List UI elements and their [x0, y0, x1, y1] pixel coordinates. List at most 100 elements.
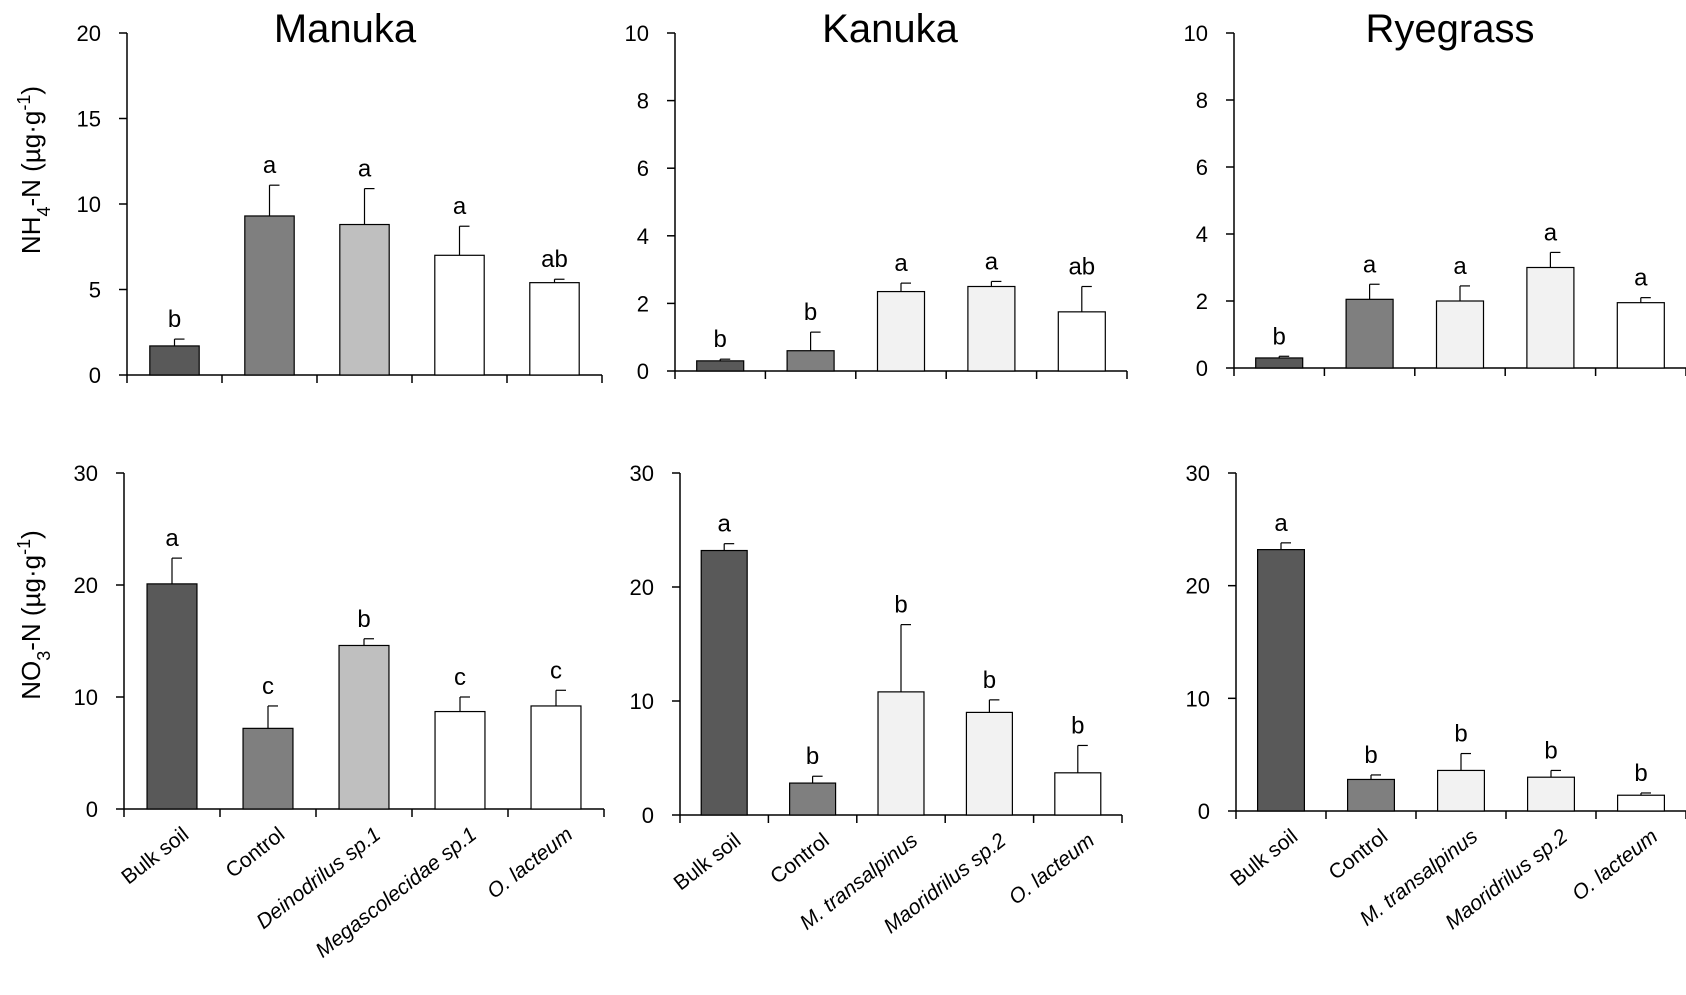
- bar: [1436, 769, 1485, 812]
- y-tick-label: 20: [630, 575, 654, 600]
- significance-letter: b: [894, 592, 907, 619]
- panel-title: Ryegrass: [1366, 7, 1535, 51]
- y-axis-label-sub: 4: [34, 206, 54, 216]
- bar: [1526, 266, 1575, 369]
- significance-letter: c: [262, 673, 274, 700]
- y-tick-label: 10: [74, 685, 98, 710]
- significance-letter: a: [1274, 510, 1288, 537]
- panel-ryegrass-nh4: Ryegrass 0 2 4 6 8 10 b a a a a: [1184, 7, 1686, 381]
- y-tick-label: 15: [77, 107, 101, 132]
- x-category-label: Control: [1325, 825, 1393, 885]
- significance-letter: b: [1273, 323, 1286, 350]
- significance-letter: b: [1071, 712, 1084, 739]
- y-axis-label: NO3-N (µg·g-1): [14, 530, 54, 700]
- panel-kanuka-nh4: Kanuka 0 2 4 6 8 10 b b a a ab: [625, 7, 1128, 384]
- bar: [434, 254, 485, 376]
- y-tick-label: 0: [1198, 799, 1210, 824]
- significance-letter: a: [1453, 253, 1467, 280]
- bar: [242, 727, 294, 810]
- y-tick-label: 4: [637, 224, 649, 249]
- bar: [786, 350, 835, 372]
- significance-letter: c: [454, 664, 466, 691]
- significance-letter: b: [1634, 760, 1647, 787]
- significance-letter: a: [165, 525, 179, 552]
- y-axis-label-suffix: ): [16, 86, 46, 95]
- bar: [1054, 772, 1102, 816]
- panel-title: Kanuka: [822, 7, 958, 51]
- significance-letter: a: [718, 511, 732, 538]
- significance-letter: a: [1634, 265, 1648, 292]
- bar: [530, 705, 582, 810]
- significance-letter: b: [1364, 742, 1377, 769]
- bar: [789, 782, 837, 816]
- significance-letter: a: [263, 152, 277, 179]
- y-tick-label: 4: [1196, 222, 1208, 247]
- y-tick-label: 20: [74, 573, 98, 598]
- x-category-label: O. lacteum: [1005, 829, 1099, 910]
- bar: [1256, 549, 1305, 812]
- bar: [339, 223, 390, 376]
- significance-letter: b: [357, 606, 370, 633]
- y-tick-label: 2: [637, 291, 649, 316]
- x-category-label: Control: [222, 823, 290, 883]
- significance-letter: b: [804, 299, 817, 326]
- significance-letter: b: [714, 326, 727, 353]
- significance-letter: ab: [541, 246, 568, 273]
- x-category-label: Bulk soil: [669, 829, 745, 895]
- x-category-label: Bulk soil: [1226, 825, 1302, 891]
- bar: [1346, 778, 1395, 812]
- bar: [434, 710, 486, 810]
- y-tick-label: 10: [77, 192, 101, 217]
- significance-letter: b: [983, 667, 996, 694]
- y-tick-label: 20: [77, 21, 101, 46]
- bar: [244, 215, 295, 376]
- significance-letter: a: [358, 156, 372, 183]
- y-tick-label: 10: [1186, 686, 1210, 711]
- bar: [529, 282, 580, 376]
- y-tick-label: 6: [637, 156, 649, 181]
- y-tick-label: 0: [1196, 356, 1208, 381]
- significance-letter: a: [985, 248, 999, 275]
- y-tick-label: 0: [642, 803, 654, 828]
- bar: [149, 345, 200, 376]
- y-tick-label: 30: [74, 461, 98, 486]
- significance-letter: c: [550, 657, 562, 684]
- significance-letter: a: [1363, 251, 1377, 278]
- x-category-label: Megascolecidae sp.1: [311, 823, 481, 963]
- y-tick-label: 0: [89, 363, 101, 388]
- bar: [146, 583, 198, 810]
- significance-letter: b: [806, 743, 819, 770]
- x-category-label: Bulk soil: [117, 823, 193, 889]
- bar: [1616, 794, 1665, 812]
- significance-letter: a: [894, 250, 908, 277]
- significance-letter: b: [168, 306, 181, 333]
- bar: [1345, 298, 1394, 369]
- y-axis-label-prefix: NH: [16, 217, 46, 255]
- bar: [338, 644, 390, 810]
- y-tick-label: 10: [625, 21, 649, 46]
- bar: [1616, 302, 1665, 369]
- y-axis-label-mid: -N (µg·g: [16, 555, 46, 651]
- y-tick-label: 0: [86, 797, 98, 822]
- y-axis-label-sub: 3: [34, 651, 54, 661]
- bar: [1435, 300, 1485, 369]
- y-tick-label: 30: [630, 461, 654, 486]
- bar: [877, 691, 925, 816]
- y-tick-label: 2: [1196, 289, 1208, 314]
- y-tick-label: 10: [630, 689, 654, 714]
- y-axis-label-sup: -1: [14, 95, 34, 111]
- significance-letter: a: [1544, 219, 1558, 246]
- panel-manuka-no3: NO3-N (µg·g-1) 0 10 20 30 a Bulk soil c Control b…: [14, 461, 605, 963]
- significance-letter: b: [1544, 737, 1557, 764]
- bar: [1255, 357, 1304, 369]
- bar: [1057, 311, 1106, 372]
- bar: [1526, 776, 1575, 812]
- y-axis-label-suffix: ): [16, 530, 46, 539]
- y-tick-label: 6: [1196, 155, 1208, 180]
- bar: [696, 360, 745, 372]
- y-axis-label: NH4-N (µg·g-1): [14, 86, 54, 254]
